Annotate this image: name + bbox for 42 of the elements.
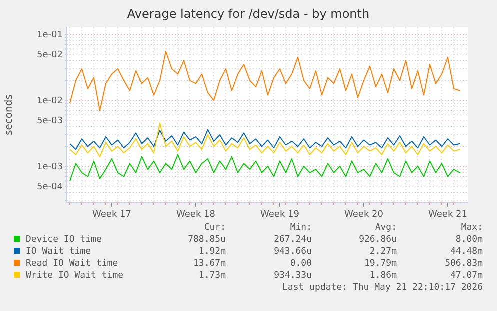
- text: 2.27m: [370, 247, 397, 257]
- y-tick-label: 1e-03: [37, 162, 63, 173]
- text: 0.00: [290, 259, 312, 269]
- legend-label: Read IO Wait time: [26, 259, 118, 269]
- line-series: [70, 122, 460, 158]
- y-tick-label: 5e-02: [37, 50, 63, 61]
- legend-label: Write IO Wait time: [26, 271, 124, 281]
- text: Max:: [461, 223, 483, 233]
- line-series: [70, 51, 460, 112]
- text: 13.67m: [193, 259, 226, 269]
- text: Last update: Thu May 21 22:10:17 2026: [282, 283, 483, 293]
- text: 8.00m: [456, 235, 483, 245]
- text: Cur:: [204, 223, 226, 233]
- text: 267.24u: [274, 235, 312, 245]
- y-tick-label: 1e-02: [37, 96, 63, 107]
- text: 788.85u: [188, 235, 226, 245]
- text: 943.66u: [274, 247, 312, 257]
- y-axis-title: seconds: [4, 94, 15, 136]
- line-series: [70, 129, 460, 150]
- text: 44.48m: [450, 247, 483, 257]
- x-tick-label: Week 21: [428, 210, 468, 220]
- x-tick-label: Week 20: [344, 210, 384, 220]
- text: 1.92m: [198, 247, 226, 257]
- legend-label: Device IO time: [26, 235, 102, 245]
- y-tick-label: 5e-04: [37, 182, 64, 193]
- text: Avg:: [375, 223, 397, 233]
- text: 926.86u: [359, 235, 397, 245]
- chart-title: Average latency for /dev/sda - by month: [127, 7, 370, 21]
- text: 934.33u: [274, 271, 312, 281]
- legend-label: IO Wait time: [26, 247, 92, 257]
- line-series: [70, 154, 460, 182]
- text: Min:: [290, 223, 312, 233]
- x-tick-label: Week 17: [92, 210, 132, 220]
- text: 19.79m: [364, 259, 397, 269]
- x-tick-label: Week 18: [176, 210, 216, 220]
- text: 506.83m: [445, 259, 483, 269]
- text: 1.73m: [198, 271, 226, 281]
- text: 47.07m: [450, 271, 483, 281]
- x-tick-label: Week 19: [260, 210, 300, 220]
- text: 1.86m: [370, 271, 397, 281]
- y-tick-label: 5e-03: [37, 116, 63, 127]
- y-tick-label: 1e-01: [37, 30, 63, 41]
